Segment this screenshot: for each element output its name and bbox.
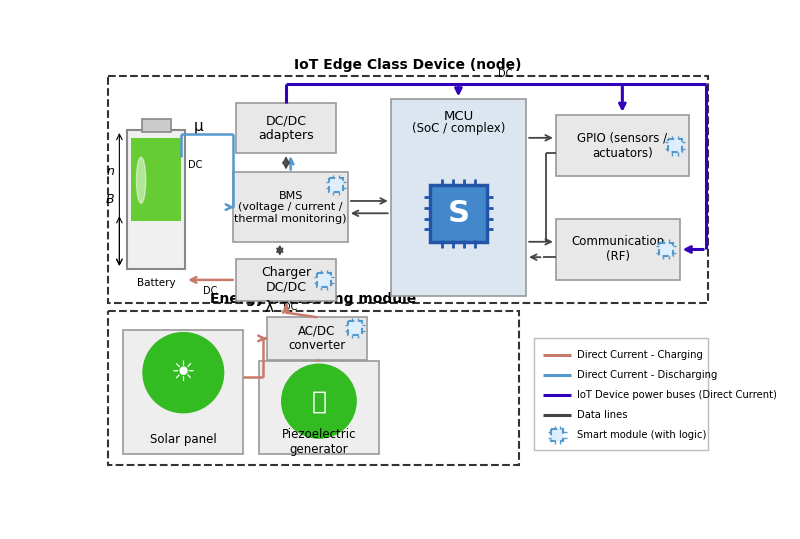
Text: AC/DC
converter: AC/DC converter <box>288 324 346 353</box>
Text: B: B <box>106 194 114 206</box>
FancyBboxPatch shape <box>317 273 331 287</box>
Text: DC: DC <box>203 286 218 296</box>
Circle shape <box>143 333 224 413</box>
FancyBboxPatch shape <box>430 185 487 241</box>
Text: n: n <box>106 165 114 178</box>
Circle shape <box>282 364 356 438</box>
FancyBboxPatch shape <box>236 259 336 301</box>
FancyBboxPatch shape <box>668 139 682 153</box>
FancyBboxPatch shape <box>556 115 689 176</box>
FancyBboxPatch shape <box>266 317 367 360</box>
Text: ☀: ☀ <box>171 358 196 386</box>
FancyBboxPatch shape <box>329 178 342 192</box>
FancyBboxPatch shape <box>236 103 336 153</box>
FancyBboxPatch shape <box>234 172 348 242</box>
FancyBboxPatch shape <box>556 219 680 280</box>
Text: Piezoelectric
generator: Piezoelectric generator <box>282 428 356 456</box>
FancyBboxPatch shape <box>348 321 362 335</box>
FancyBboxPatch shape <box>658 243 673 257</box>
Text: μ: μ <box>194 119 203 134</box>
Text: DC: DC <box>188 160 202 170</box>
Text: Communication
(RF): Communication (RF) <box>571 236 664 264</box>
Text: Smart module (with logic): Smart module (with logic) <box>578 430 706 440</box>
FancyBboxPatch shape <box>534 338 708 450</box>
FancyBboxPatch shape <box>390 99 526 296</box>
Text: λ: λ <box>265 300 274 315</box>
FancyBboxPatch shape <box>259 361 379 453</box>
Text: Charger
DC/DC: Charger DC/DC <box>261 266 311 294</box>
Text: BMS
(voltage / current /
thermal monitoring): BMS (voltage / current / thermal monitor… <box>234 190 347 224</box>
FancyBboxPatch shape <box>142 119 170 133</box>
FancyBboxPatch shape <box>123 330 243 453</box>
Text: MCU: MCU <box>443 110 474 123</box>
Text: DC: DC <box>498 70 512 79</box>
Text: GPIO (sensors /
actuators): GPIO (sensors / actuators) <box>578 132 667 160</box>
Text: Direct Current - Discharging: Direct Current - Discharging <box>578 370 718 380</box>
FancyBboxPatch shape <box>551 429 563 441</box>
Text: IoT Device power buses (Direct Current): IoT Device power buses (Direct Current) <box>578 390 778 400</box>
Text: 🍃: 🍃 <box>311 389 326 413</box>
Ellipse shape <box>137 157 146 203</box>
Text: IoT Edge Class Device (node): IoT Edge Class Device (node) <box>294 58 522 72</box>
Text: (SoC / complex): (SoC / complex) <box>412 122 505 135</box>
Text: Data lines: Data lines <box>578 410 628 420</box>
Text: S: S <box>447 199 470 227</box>
Text: Solar panel: Solar panel <box>150 433 217 446</box>
FancyBboxPatch shape <box>127 130 186 269</box>
Text: DC/DC
adapters: DC/DC adapters <box>258 114 314 142</box>
Text: Energy harvesting module: Energy harvesting module <box>210 293 416 307</box>
Text: Battery: Battery <box>137 278 175 288</box>
FancyBboxPatch shape <box>131 138 182 221</box>
Text: DC: DC <box>282 302 297 312</box>
Text: Direct Current - Charging: Direct Current - Charging <box>578 350 703 360</box>
